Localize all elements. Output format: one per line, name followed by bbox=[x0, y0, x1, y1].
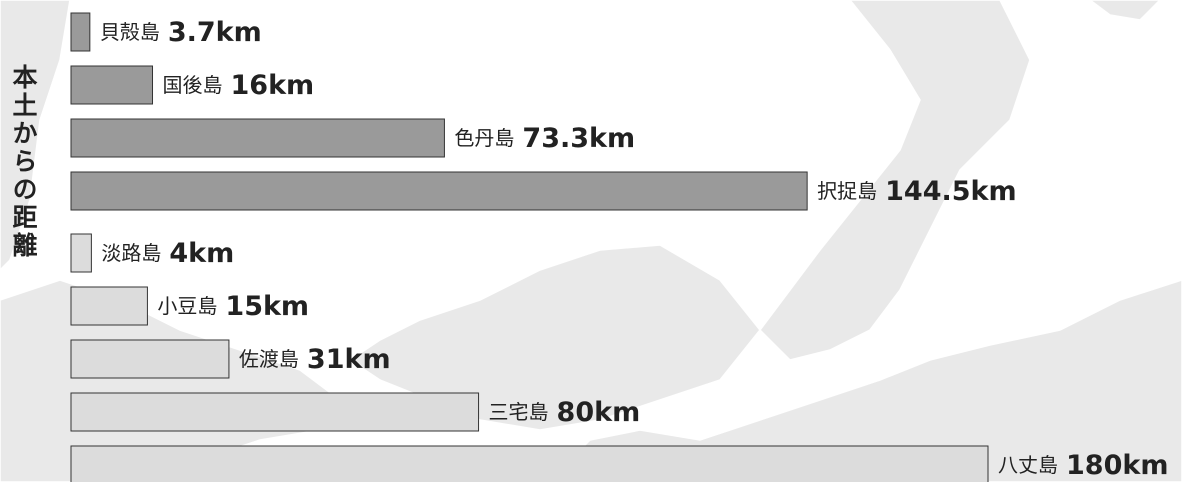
bar bbox=[70, 339, 230, 379]
value-label: 15km bbox=[225, 291, 309, 322]
bar bbox=[70, 12, 91, 52]
value-label: 73.3km bbox=[522, 123, 635, 154]
bar-label: 色丹島 73.3km bbox=[454, 123, 635, 154]
value-label: 4km bbox=[169, 238, 234, 269]
value-label: 144.5km bbox=[885, 176, 1017, 207]
category-label: 貝殻島 bbox=[100, 20, 160, 44]
value-label: 31km bbox=[307, 344, 391, 375]
bar-label: 八丈島 180km bbox=[998, 450, 1168, 481]
bar-label: 佐渡島 31km bbox=[239, 344, 391, 375]
category-label: 三宅島 bbox=[489, 400, 549, 424]
value-label: 3.7km bbox=[168, 17, 262, 48]
bar bbox=[70, 392, 480, 432]
bar bbox=[70, 445, 989, 482]
bar-label: 択捉島 144.5km bbox=[817, 176, 1017, 207]
bar-label: 淡路島 4km bbox=[101, 238, 234, 269]
category-label: 佐渡島 bbox=[239, 347, 299, 371]
bar-label: 小豆島 15km bbox=[157, 291, 309, 322]
bar-label: 三宅島 80km bbox=[489, 397, 641, 428]
bar bbox=[70, 171, 808, 211]
bar bbox=[70, 118, 445, 158]
bar bbox=[70, 233, 92, 273]
value-label: 80km bbox=[557, 397, 641, 428]
bar bbox=[70, 286, 148, 326]
category-label: 択捉島 bbox=[817, 179, 877, 203]
value-label: 180km bbox=[1066, 450, 1168, 481]
bar-label: 国後島 16km bbox=[163, 70, 315, 101]
value-label: 16km bbox=[231, 70, 315, 101]
chart-title: 本土からの距離 bbox=[9, 64, 38, 260]
category-label: 国後島 bbox=[163, 73, 223, 97]
category-label: 小豆島 bbox=[157, 294, 217, 318]
category-label: 八丈島 bbox=[998, 453, 1058, 477]
category-label: 色丹島 bbox=[454, 126, 514, 150]
bar-label: 貝殻島 3.7km bbox=[100, 17, 262, 48]
category-label: 淡路島 bbox=[101, 241, 161, 265]
bar bbox=[70, 65, 154, 105]
